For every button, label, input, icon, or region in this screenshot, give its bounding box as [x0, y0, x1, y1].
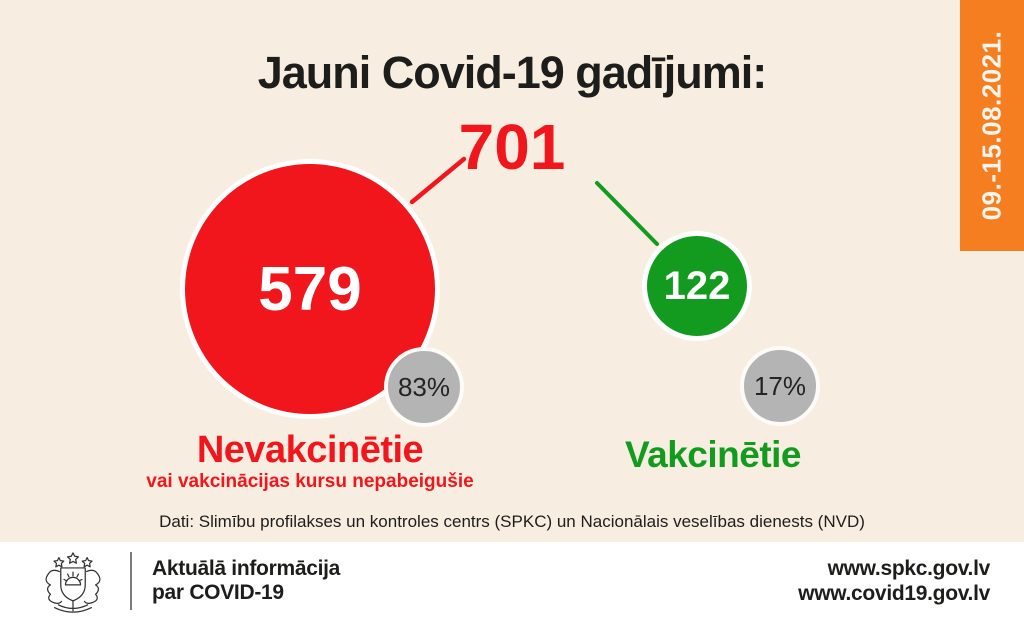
- vaccinated-label-block: Vakcinētie: [553, 434, 873, 476]
- unvaccinated-sublabel: vai vakcinācijas kursu nepabeigušie: [146, 471, 474, 492]
- unvaccinated-circle: 579: [180, 159, 440, 419]
- latvia-coat-of-arms-icon: [45, 552, 101, 613]
- data-source-note: Dati: Slimību profilakses un kontroles c…: [159, 512, 865, 531]
- vaccinated-circle: 122: [642, 231, 752, 341]
- page-title: Jauni Covid-19 gadījumi:: [257, 47, 768, 98]
- unvaccinated-count: 579: [258, 254, 362, 324]
- footer-info-line1: Aktuālā informācija: [152, 557, 341, 580]
- vaccinated-count: 122: [663, 263, 731, 308]
- footer-urls-block: www.spkc.gov.lv www.covid19.gov.lv: [798, 556, 990, 606]
- connector-line-vaccinated: [595, 181, 659, 246]
- footer-info-line2: par COVID-19: [152, 581, 284, 604]
- unvaccinated-label-block: Nevakcinētie vai vakcinācijas kursu nepa…: [55, 429, 565, 493]
- unvaccinated-percent-circle: 83%: [384, 347, 464, 427]
- date-range-banner: 09.-15.08.2021.: [960, 0, 1024, 251]
- vaccinated-percent-circle: 17%: [740, 346, 820, 426]
- vaccinated-percent: 17%: [753, 370, 807, 401]
- vaccinated-label: Vakcinētie: [624, 434, 802, 475]
- total-cases-value: 701: [458, 111, 566, 183]
- footer-url-spkc: www.spkc.gov.lv: [827, 557, 991, 580]
- footer: Aktuālā informācija par COVID-19 www.spk…: [0, 542, 1024, 637]
- footer-divider: [130, 552, 132, 610]
- unvaccinated-percent: 83%: [397, 371, 451, 402]
- date-range-label: 09.-15.08.2021.: [976, 30, 1007, 221]
- footer-info-block: Aktuālā informācija par COVID-19: [152, 557, 340, 605]
- unvaccinated-label: Nevakcinētie: [196, 429, 424, 471]
- footer-url-covid19: www.covid19.gov.lv: [798, 582, 990, 605]
